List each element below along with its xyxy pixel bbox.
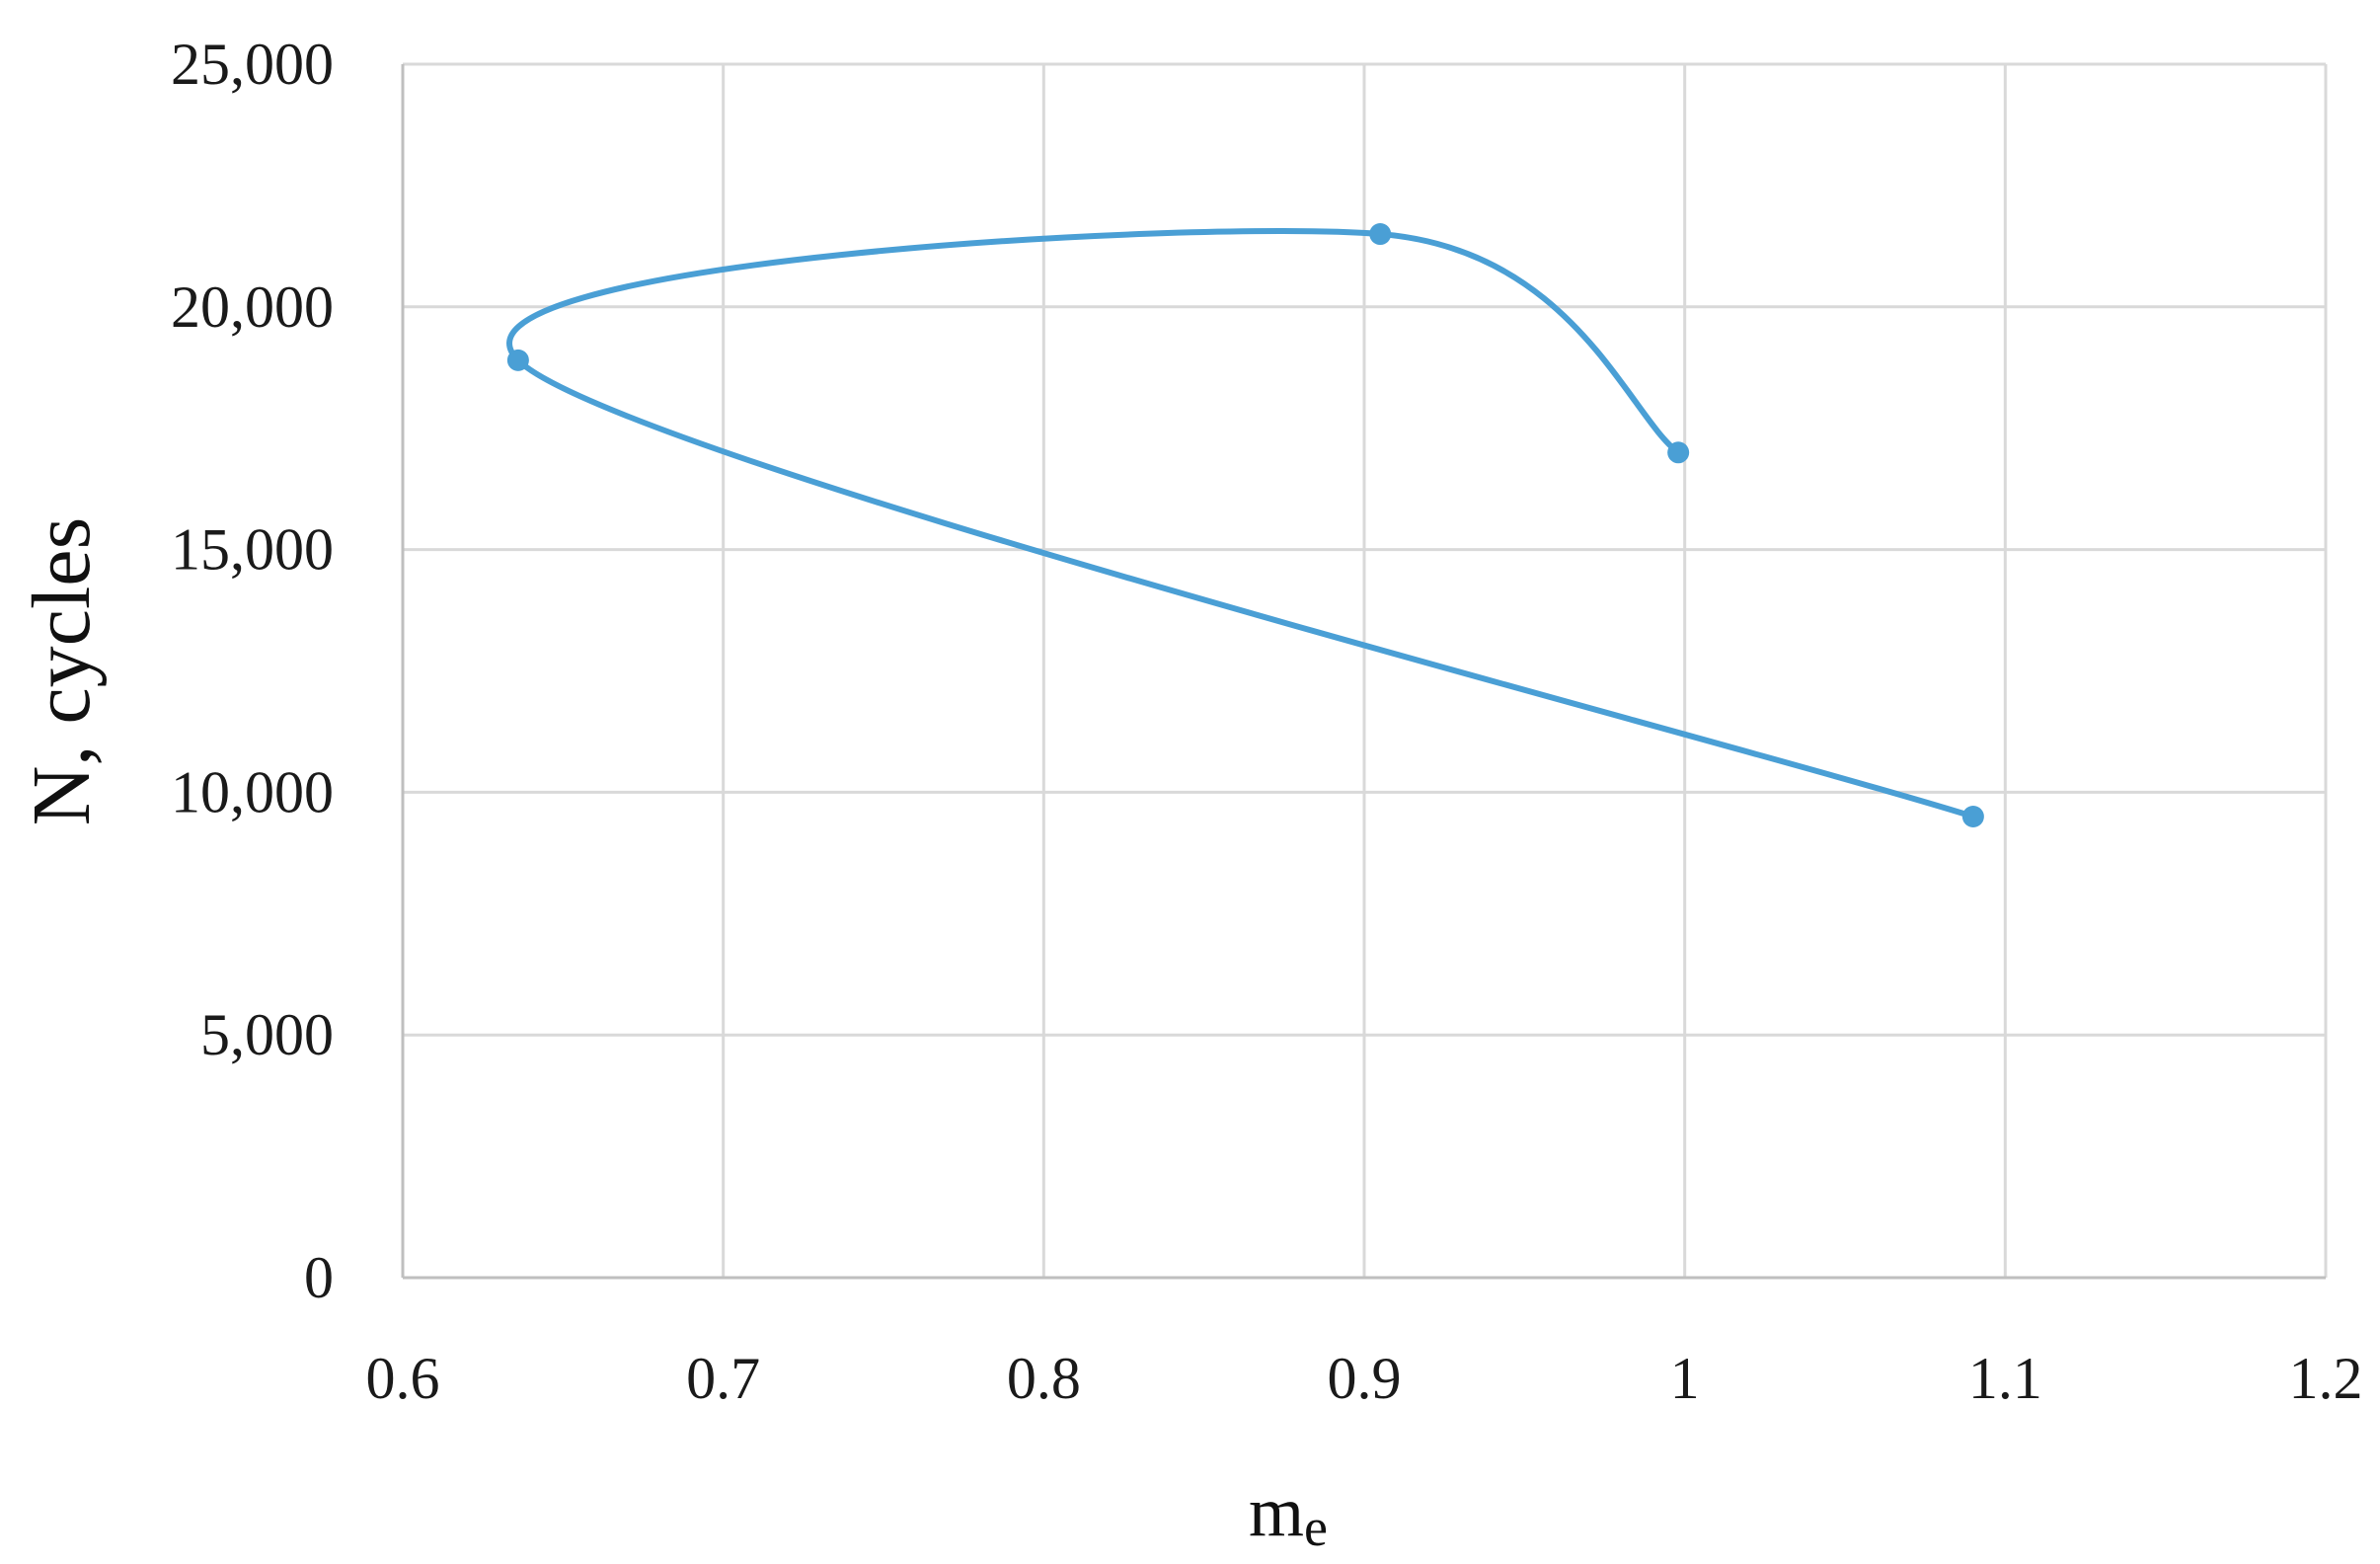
x-tick-label: 0.9 [1328,1346,1402,1411]
markers [506,223,1984,827]
x-tick-label: 1 [1670,1346,1700,1411]
series-line [506,228,1976,820]
series-layer [506,228,1976,820]
y-tick-label: 20,000 [171,274,334,340]
x-tick-label: 0.6 [366,1346,440,1411]
grid [401,62,2328,1280]
y-tick-label: 5,000 [200,1002,334,1067]
x-tick-label: 1.1 [1968,1346,2042,1411]
x-tick-label: 1.2 [2289,1346,2363,1411]
y-tick-label: 15,000 [171,517,334,583]
data-point [1961,805,1984,827]
x-tick-label: 0.8 [1007,1346,1081,1411]
y-tick-label: 0 [304,1245,334,1310]
data-point [506,349,529,371]
data-point [1369,223,1392,246]
x-axis-title: me [1249,1472,1328,1557]
x-tick-label: 0.7 [686,1346,760,1411]
data-point [1667,441,1690,464]
y-tick-label: 25,000 [171,32,334,97]
y-axis-title: N, cycles [16,517,108,826]
y-tick-label: 10,000 [171,759,334,824]
axes [401,64,2326,1280]
tick-labels: 0.6 0.7 0.8 0.9 1 1.1 1.2 0 5,000 10,000 15,000 20,… [171,32,2363,1411]
